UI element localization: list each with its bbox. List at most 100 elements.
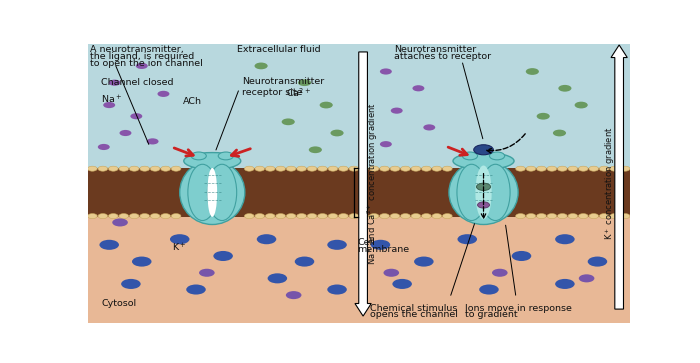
Ellipse shape <box>180 160 245 224</box>
Circle shape <box>480 285 498 294</box>
Circle shape <box>421 166 431 171</box>
Circle shape <box>421 213 431 219</box>
Bar <box>88 217 630 323</box>
Text: Neurotransmitter: Neurotransmitter <box>394 45 476 54</box>
Bar <box>88 44 630 168</box>
Text: Ca$^{2+}$: Ca$^{2+}$ <box>286 87 310 99</box>
Ellipse shape <box>449 160 518 224</box>
Ellipse shape <box>489 152 505 160</box>
Circle shape <box>298 79 311 86</box>
Circle shape <box>199 269 215 277</box>
Circle shape <box>297 166 307 171</box>
Circle shape <box>158 91 169 97</box>
Circle shape <box>393 279 412 289</box>
Circle shape <box>330 130 344 136</box>
Text: opens the channel: opens the channel <box>370 310 458 319</box>
Circle shape <box>599 166 609 171</box>
Circle shape <box>286 213 296 219</box>
Circle shape <box>130 166 139 171</box>
Circle shape <box>537 213 546 219</box>
Circle shape <box>610 166 620 171</box>
Circle shape <box>349 213 358 219</box>
Circle shape <box>130 213 139 219</box>
Circle shape <box>120 130 132 136</box>
Circle shape <box>537 166 546 171</box>
Ellipse shape <box>184 152 241 169</box>
Circle shape <box>267 273 287 284</box>
Circle shape <box>328 240 346 250</box>
Circle shape <box>244 166 254 171</box>
Circle shape <box>307 166 317 171</box>
Circle shape <box>108 166 118 171</box>
Circle shape <box>146 138 159 144</box>
Circle shape <box>130 113 142 119</box>
Circle shape <box>309 146 322 153</box>
Text: Channel closed: Channel closed <box>101 78 174 87</box>
Ellipse shape <box>463 152 477 160</box>
Circle shape <box>380 69 392 74</box>
Circle shape <box>276 166 286 171</box>
Text: Cytosol: Cytosol <box>101 299 136 308</box>
Circle shape <box>112 219 128 227</box>
Circle shape <box>161 213 171 219</box>
Circle shape <box>412 85 424 91</box>
Circle shape <box>108 79 120 86</box>
Circle shape <box>578 166 588 171</box>
Circle shape <box>589 166 598 171</box>
Circle shape <box>186 285 206 294</box>
Circle shape <box>318 213 328 219</box>
Circle shape <box>172 213 181 219</box>
Circle shape <box>557 213 567 219</box>
Circle shape <box>244 213 254 219</box>
Text: Extracellular fluid: Extracellular fluid <box>237 45 321 54</box>
Circle shape <box>477 183 491 191</box>
Circle shape <box>578 213 588 219</box>
Circle shape <box>516 213 526 219</box>
Circle shape <box>526 68 539 75</box>
Circle shape <box>610 213 620 219</box>
Circle shape <box>568 166 578 171</box>
Circle shape <box>339 213 349 219</box>
Circle shape <box>140 166 150 171</box>
Circle shape <box>103 102 116 108</box>
Text: K$^+$: K$^+$ <box>172 242 186 254</box>
Circle shape <box>150 213 160 219</box>
Circle shape <box>379 166 389 171</box>
Circle shape <box>255 213 265 219</box>
Circle shape <box>369 213 379 219</box>
Circle shape <box>328 285 346 294</box>
Circle shape <box>620 166 630 171</box>
Circle shape <box>555 279 575 289</box>
Circle shape <box>559 85 571 92</box>
Ellipse shape <box>207 168 217 217</box>
Text: attaches to receptor: attaches to receptor <box>394 52 491 61</box>
Text: to gradient: to gradient <box>465 310 517 319</box>
Circle shape <box>119 166 129 171</box>
FancyArrow shape <box>611 45 627 309</box>
Text: Cell: Cell <box>357 238 375 247</box>
Circle shape <box>88 213 97 219</box>
Circle shape <box>88 166 97 171</box>
Circle shape <box>161 166 171 171</box>
Circle shape <box>579 274 594 282</box>
Circle shape <box>369 166 379 171</box>
Circle shape <box>257 234 276 244</box>
Circle shape <box>286 291 302 299</box>
Text: A neurotransmitter,: A neurotransmitter, <box>90 45 184 54</box>
Circle shape <box>555 234 575 244</box>
Circle shape <box>132 257 151 266</box>
Circle shape <box>307 213 317 219</box>
Circle shape <box>320 102 332 109</box>
Circle shape <box>349 166 358 171</box>
Circle shape <box>281 118 295 125</box>
Circle shape <box>390 213 400 219</box>
Ellipse shape <box>453 152 514 169</box>
Ellipse shape <box>188 164 217 221</box>
Circle shape <box>537 113 550 120</box>
Circle shape <box>297 213 307 219</box>
Circle shape <box>99 240 119 250</box>
Ellipse shape <box>475 166 491 219</box>
Text: Neurotransmitter
receptor site: Neurotransmitter receptor site <box>242 77 324 97</box>
Circle shape <box>589 213 598 219</box>
Text: Na$^+$ and Ca$^{2+}$ concentration gradient: Na$^+$ and Ca$^{2+}$ concentration gradi… <box>365 102 379 265</box>
